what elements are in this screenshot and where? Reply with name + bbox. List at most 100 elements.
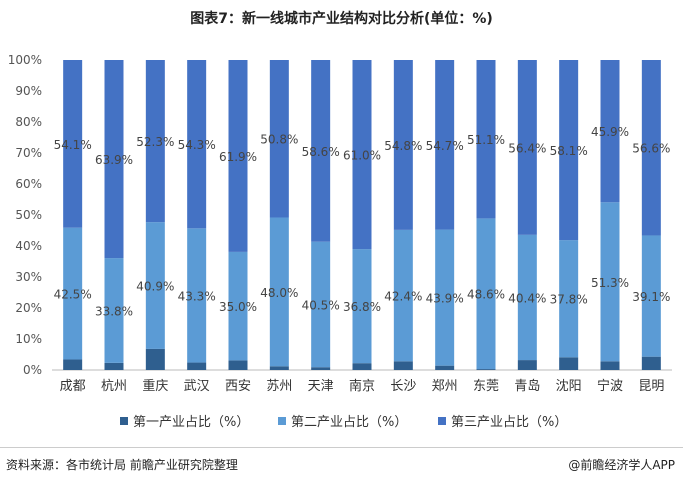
bar-segment [641, 235, 661, 357]
bar-segment [393, 60, 413, 230]
legend-swatch [120, 417, 128, 425]
bar-segment [435, 60, 455, 230]
y-tick-label: 40% [15, 239, 42, 253]
x-tick-label: 东莞 [473, 379, 499, 394]
bar-segment [559, 60, 579, 241]
bar-segment [311, 60, 331, 242]
bar-segment [311, 367, 331, 370]
data-label: 54.1% [54, 138, 92, 152]
data-label: 43.3% [178, 289, 216, 303]
y-tick-label: 90% [15, 84, 42, 98]
bar-segment [187, 362, 207, 370]
bar-segment [517, 234, 537, 361]
stacked-bar-chart: 0% 10% 20% 30% 40% 50% 60% 70% 80% 90% 100% 42.5% 54… [8, 53, 672, 430]
data-label: 51.1% [467, 133, 505, 147]
data-label: 48.0% [260, 286, 298, 300]
bar-segment [187, 60, 207, 229]
bar-segment [559, 240, 579, 358]
bar-segment [476, 218, 496, 370]
x-tick-label: 沈阳 [556, 379, 582, 394]
data-label: 52.3% [136, 135, 174, 149]
data-label: 43.9% [426, 292, 464, 306]
data-label: 48.6% [467, 288, 505, 302]
data-label: 40.9% [136, 280, 174, 294]
data-label: 54.8% [384, 139, 422, 153]
bar-segment [145, 348, 165, 370]
bar-segment [104, 60, 124, 259]
y-tick-label: 0% [23, 363, 42, 377]
bar-segment [145, 60, 165, 223]
bar-segment [269, 217, 289, 367]
data-label: 54.3% [178, 138, 216, 152]
bar-segment [352, 363, 372, 370]
x-tick-label: 武汉 [184, 379, 210, 394]
x-tick-label: 天津 [308, 379, 334, 394]
data-label: 50.8% [260, 133, 298, 147]
y-tick-label: 10% [15, 332, 42, 346]
bar-segment [63, 227, 83, 360]
bar-segment [600, 361, 620, 370]
bar-segment [393, 361, 413, 370]
x-tick-label: 郑州 [432, 379, 458, 394]
footer-divider [0, 447, 683, 448]
legend-label: 第一产业占比（%） [133, 415, 249, 430]
y-tick-label: 60% [15, 177, 42, 191]
data-label: 58.6% [302, 145, 340, 159]
data-label: 54.7% [426, 139, 464, 153]
x-tick-label: 成都 [60, 379, 86, 394]
x-tick-label: 重庆 [142, 378, 168, 394]
bar-segment [517, 360, 537, 370]
bar-segment [352, 60, 372, 250]
bar-segment [228, 60, 248, 252]
data-label: 40.4% [508, 291, 546, 305]
bar-segment [269, 366, 289, 370]
bar-segment [600, 60, 620, 203]
brand-label: @前瞻经济学人APP [568, 458, 675, 472]
bar-segment [393, 229, 413, 362]
bar-segment [63, 60, 83, 228]
bar-segment [517, 60, 537, 235]
bar-segment [187, 228, 207, 363]
data-label: 39.1% [632, 290, 670, 304]
x-tick-label: 苏州 [266, 378, 292, 394]
data-label: 37.8% [550, 293, 588, 307]
data-label: 61.0% [343, 149, 381, 163]
source-note: 资料来源：各市统计局 前瞻产业研究院整理 [6, 458, 238, 472]
y-tick-label: 70% [15, 146, 42, 160]
data-label: 35.0% [219, 300, 257, 314]
data-label: 61.9% [219, 150, 257, 164]
bar-segment [311, 241, 331, 368]
y-tick-label: 50% [15, 208, 42, 222]
bar-segment [228, 251, 248, 361]
bar-segment [228, 360, 248, 370]
data-label: 45.9% [591, 125, 629, 139]
bar-segment [641, 356, 661, 370]
x-tick-label: 青岛 [514, 378, 540, 394]
data-label: 56.6% [632, 142, 670, 156]
x-tick-label: 昆明 [638, 379, 664, 394]
data-label: 40.5% [302, 298, 340, 312]
bar-segment [641, 60, 661, 236]
y-tick-label: 80% [15, 115, 42, 129]
bar-segment [145, 222, 165, 349]
x-tick-label: 南京 [349, 378, 375, 394]
data-label: 58.1% [550, 144, 588, 158]
bar-segment [476, 60, 496, 219]
chart-title: 图表7：新一线城市产业结构对比分析(单位：%) [190, 11, 493, 27]
data-label: 56.4% [508, 141, 546, 155]
x-tick-label: 西安 [225, 379, 251, 394]
legend-swatch [278, 417, 286, 425]
legend-swatch [438, 417, 446, 425]
bar-segment [476, 369, 496, 370]
data-label: 63.9% [95, 153, 133, 167]
bar-segment [352, 249, 372, 364]
data-label: 42.5% [54, 288, 92, 302]
data-label: 51.3% [591, 276, 629, 290]
x-tick-label: 宁波 [597, 378, 623, 394]
bar-segment [435, 365, 455, 370]
y-tick-label: 20% [15, 301, 42, 315]
bar-segment [559, 357, 579, 370]
bar-segment [600, 202, 620, 362]
bar-segment [63, 359, 83, 370]
legend-label: 第三产业占比（%） [451, 415, 567, 430]
